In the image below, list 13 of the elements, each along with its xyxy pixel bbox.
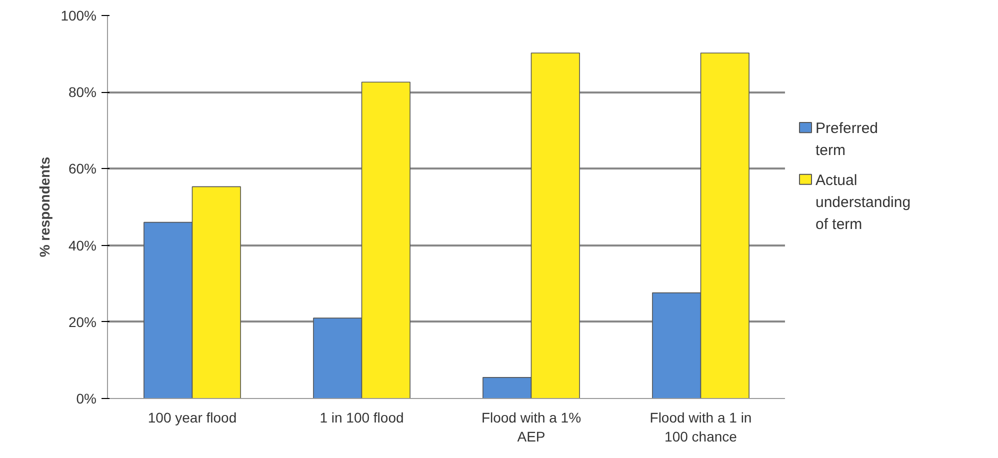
y-tick-label: 60% [68,160,97,177]
x-tick-label: Flood with a 1% AEP [481,410,582,445]
y-tick-label: 100% [60,8,97,24]
x-tick-label: Flood with a 1 in 100 chance [650,410,752,445]
y-tick-label: 0% [76,390,96,406]
legend-label: Actual understanding of term [816,172,911,234]
y-tick-label: 20% [68,314,97,330]
legend-label: Preferred term [816,120,878,160]
y-axis-title: % respondents [36,156,53,258]
x-tick-label: 100 year flood [148,410,237,426]
y-tick-label: 80% [68,84,97,100]
y-tick-label: 40% [68,237,97,254]
x-tick-label: 1 in 100 flood [320,410,404,426]
